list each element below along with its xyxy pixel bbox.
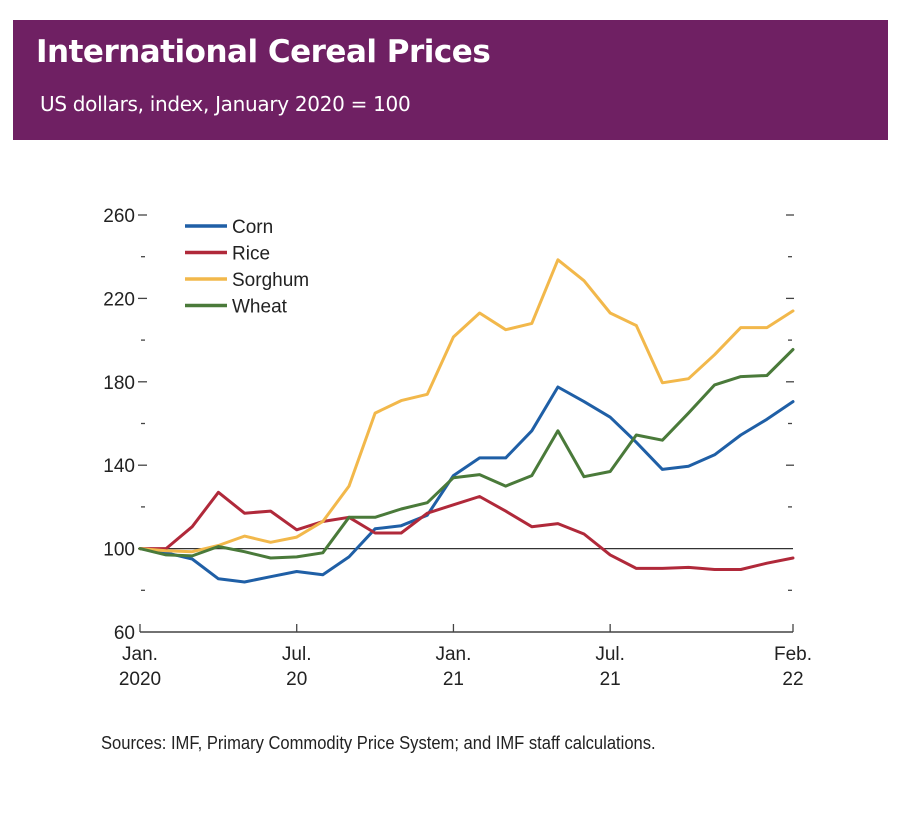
y-tick-label: 100 [103, 540, 135, 561]
series-line-rice [138, 490, 795, 571]
y-tick-label: 60 [114, 623, 135, 644]
x-tick-label-year: 22 [782, 669, 803, 690]
series-lines [138, 258, 795, 584]
series-line-wheat [138, 348, 795, 560]
axes: 60 100 140 180 220 260 Jan. 2020 Jul. 20 Jan. 21 Jul… [103, 206, 812, 690]
legend-label-wheat: Wheat [232, 297, 288, 318]
x-tick-label: Jan. [435, 644, 471, 665]
legend-label-sorghum: Sorghum [232, 270, 309, 291]
x-tick-label-year: 2020 [119, 669, 161, 690]
x-tick-label-year: 21 [443, 669, 464, 690]
x-tick-label: Jan. [122, 644, 158, 665]
y-tick-label: 140 [103, 456, 135, 477]
legend: Corn Rice Sorghum Wheat [185, 217, 309, 318]
legend-label-rice: Rice [232, 244, 270, 265]
series-line-sorghum [138, 258, 795, 554]
y-tick-label: 180 [103, 373, 135, 394]
legend-label-corn: Corn [232, 217, 273, 238]
source-note: Sources: IMF, Primary Commodity Price Sy… [101, 733, 656, 753]
x-tick-label: Jul. [282, 644, 312, 665]
x-tick-label-year: 20 [286, 669, 307, 690]
chart-header: International Cereal Prices US dollars, … [13, 20, 888, 140]
y-tick-label: 220 [103, 289, 135, 310]
series-line-corn [138, 385, 795, 584]
x-tick-label: Feb. [774, 644, 812, 665]
x-tick-label-year: 21 [600, 669, 621, 690]
y-tick-label: 260 [103, 206, 135, 227]
chart-subtitle: US dollars, index, January 2020 = 100 [40, 92, 411, 116]
chart-title: International Cereal Prices [36, 34, 491, 70]
x-tick-label: Jul. [595, 644, 625, 665]
